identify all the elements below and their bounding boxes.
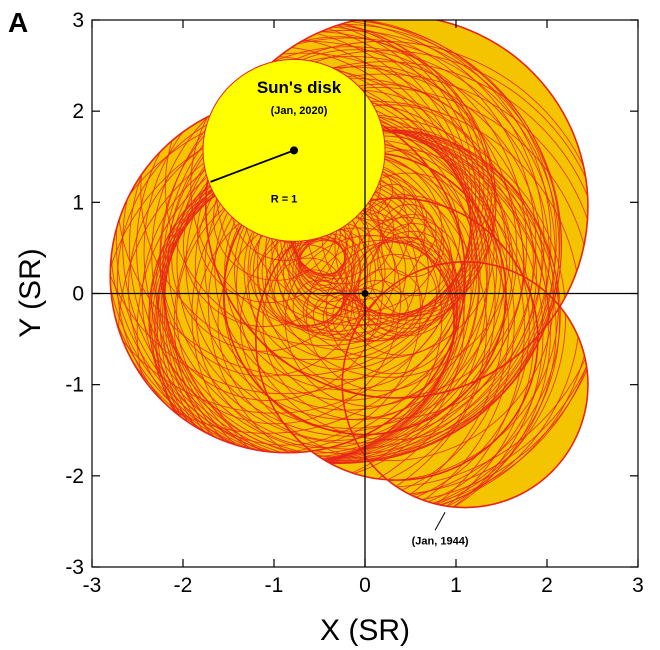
trajectory-loop-133 (344, 195, 474, 325)
x-tick-label: -1 (265, 574, 284, 597)
sun-disk: Sun's disk (Jan, 2020) R = 1 (202, 58, 386, 242)
trajectory-loop-61 (136, 37, 560, 461)
trajectory-loop-65 (167, 77, 534, 444)
trajectory-loop-142 (312, 292, 360, 339)
y-tick-label: -3 (65, 556, 84, 579)
x-tick-label: 3 (632, 574, 644, 597)
y-tick-label: 2 (72, 100, 84, 123)
y-tick-label: 0 (72, 283, 84, 306)
jan-1944-label: (Jan, 1944) (412, 535, 469, 547)
trajectory-loop-62 (143, 46, 556, 459)
plot-area: Sun's disk (Jan, 2020) R = 1 (109, 20, 589, 509)
y-axis-label: Y (SR) (14, 248, 47, 337)
sun-disk-label: Sun's disk (257, 78, 342, 97)
y-tick-label: 1 (72, 191, 84, 214)
sun-disk-date: (Jan, 2020) (271, 105, 328, 117)
trajectory-loop-143 (302, 287, 352, 337)
y-tick-label: -1 (65, 374, 84, 397)
envelope-edge-0 (205, 20, 589, 399)
zero-axes (92, 20, 638, 567)
trajectory-loop-134 (350, 216, 463, 329)
trajectory-loop-132 (334, 172, 483, 321)
trajectory-loop-60 (129, 29, 562, 463)
sun-center-dot (290, 146, 299, 155)
sun-radius-label: R = 1 (271, 193, 298, 205)
trajectory-loop-145 (282, 269, 345, 331)
x-axis-label: X (SR) (320, 614, 410, 647)
x-tick-label: -2 (174, 574, 193, 597)
envelope-edge-4 (341, 261, 589, 509)
trajectory-loop-144 (292, 279, 347, 334)
envelope-edge-3 (255, 197, 539, 481)
x-tick-label: 0 (359, 574, 371, 597)
x-tick-label: 2 (541, 574, 553, 597)
trajectory-loop-138 (347, 279, 409, 342)
panel-label: A (8, 7, 28, 38)
annotations: (Jan, 1944) (412, 512, 469, 547)
x-tick-label: -3 (83, 574, 102, 597)
y-tick-label: -2 (65, 465, 84, 488)
origin-dot (361, 290, 369, 297)
y-tick-label: 3 (72, 9, 84, 32)
x-tick-label: 1 (450, 574, 462, 597)
trajectory-loop-139 (340, 288, 395, 343)
trajectory-loop-121 (110, 20, 473, 395)
sun-radius-line (210, 149, 295, 183)
axis-ticks: -3 -2 -1 0 1 2 3 -3 -2 -1 0 1 2 3 (65, 9, 644, 597)
jan-1944-pointer (434, 512, 446, 531)
trajectory-loop-81 (295, 237, 361, 303)
trajectory-loop-135 (354, 236, 451, 333)
